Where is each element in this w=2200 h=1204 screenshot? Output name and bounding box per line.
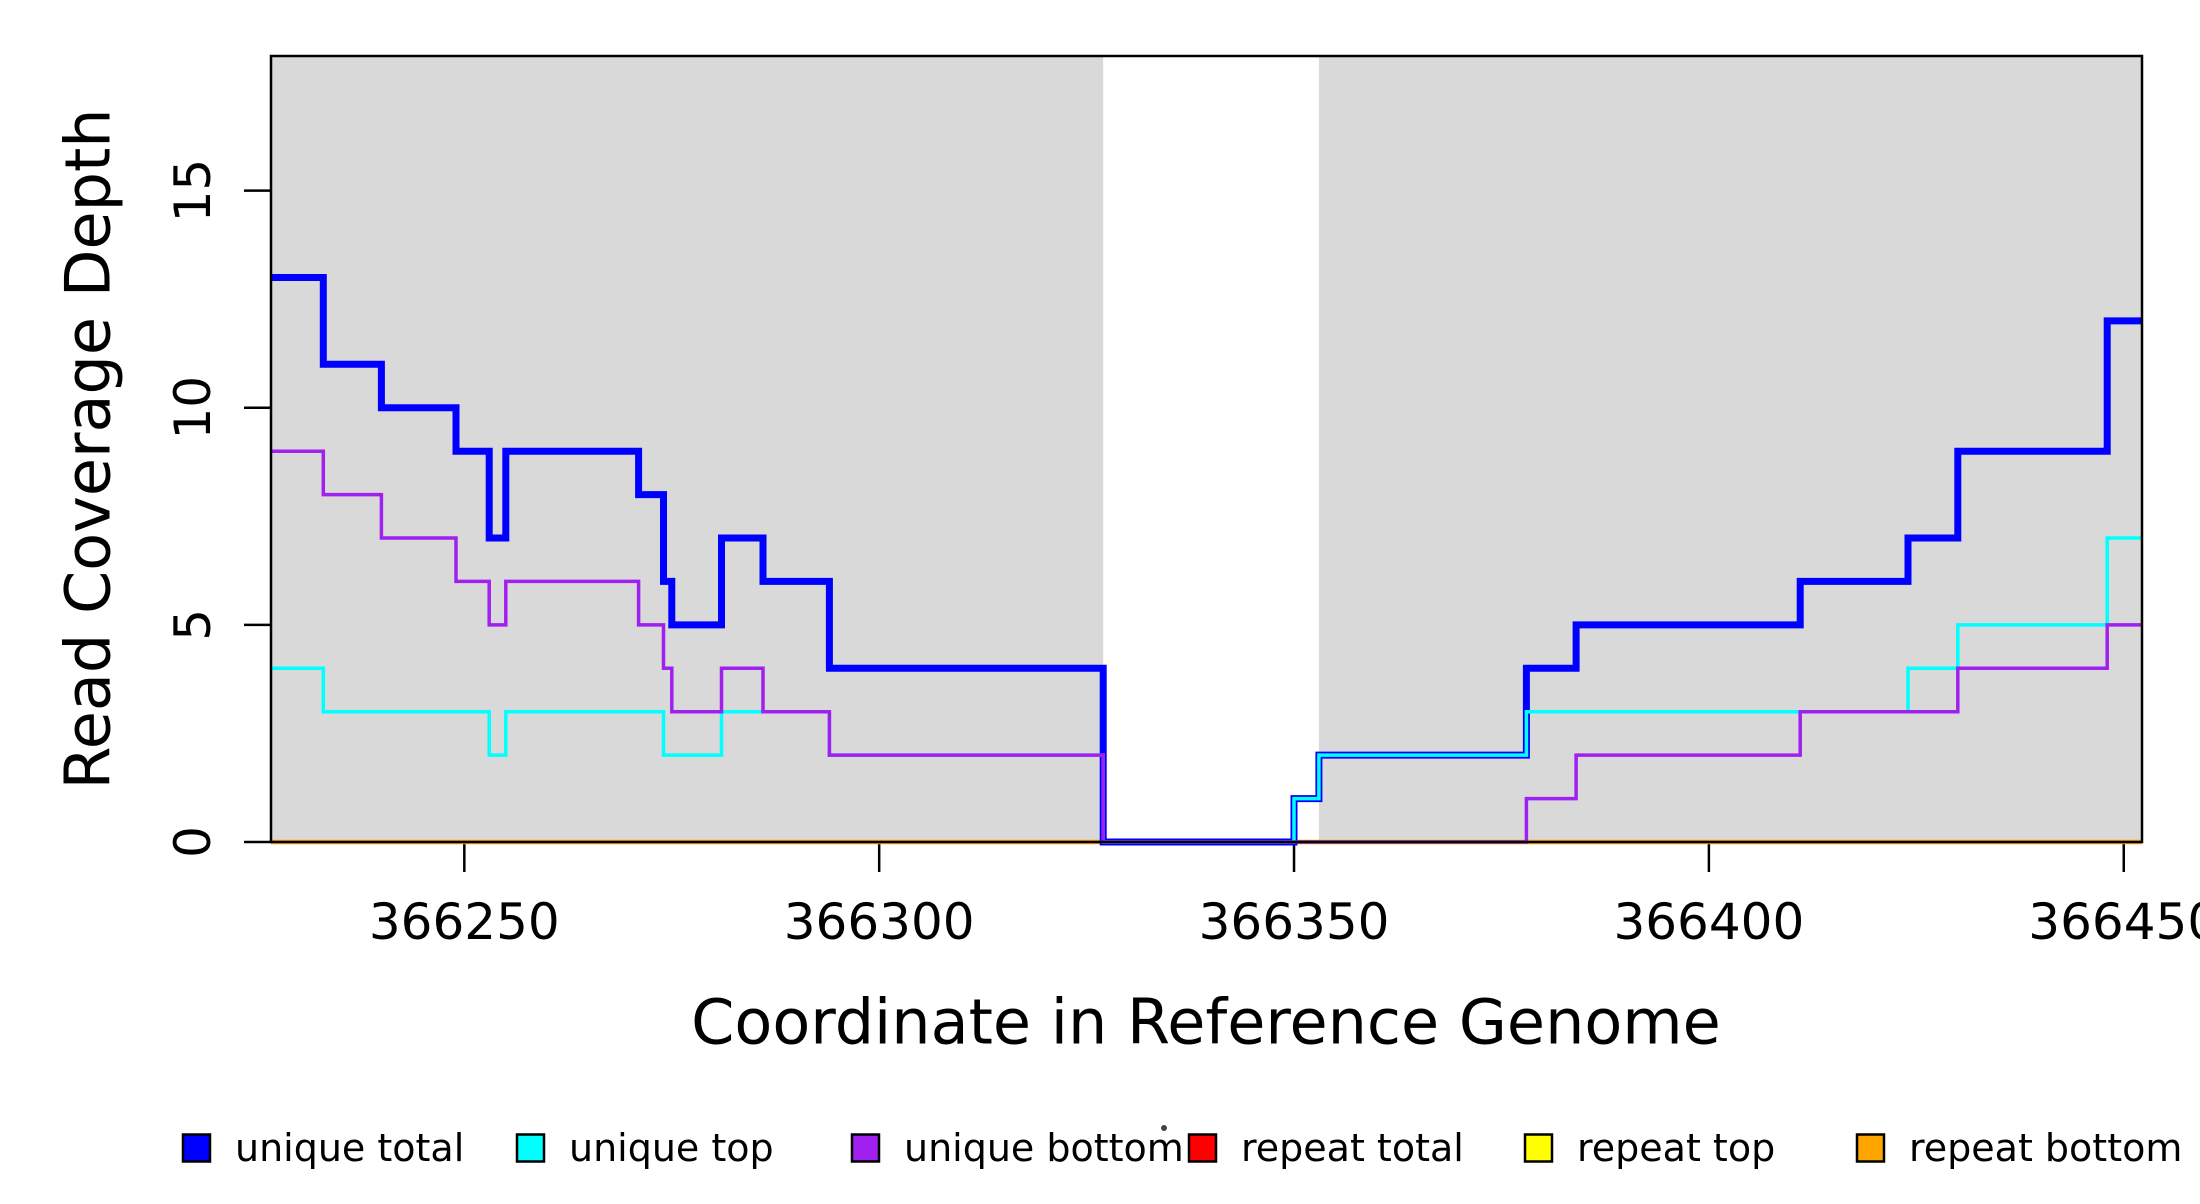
y-tick-label: 10 [164, 376, 222, 440]
legend-label-repeat-top: repeat top [1577, 1126, 1775, 1170]
shaded-region [271, 56, 1104, 842]
x-tick-label: 366400 [1613, 893, 1804, 951]
y-tick-label: 15 [164, 159, 222, 223]
legend-label-repeat-bottom: repeat bottom [1909, 1126, 2182, 1170]
legend-swatch-unique-total [181, 1133, 212, 1163]
legend-label-repeat-total: repeat total [1241, 1126, 1464, 1170]
plot-border [269, 54, 2144, 844]
legend-swatch-unique-top [515, 1133, 546, 1163]
x-tick-label: 366300 [784, 893, 975, 951]
legend-label-unique-top: unique top [569, 1126, 774, 1170]
x-axis-label: Coordinate in Reference Genome [691, 986, 1721, 1059]
y-axis-label: Read Coverage Depth [52, 108, 125, 789]
legend-swatch-repeat-top [1523, 1133, 1554, 1163]
x-tick-label: 366250 [369, 893, 560, 951]
legend-label-unique-bottom: unique bottom [904, 1126, 1184, 1170]
series-unique-bottom [271, 449, 2142, 844]
x-tick-label: 366350 [1199, 893, 1390, 951]
legend-label-unique-total: unique total [235, 1126, 464, 1170]
y-tick-label: 5 [164, 609, 222, 641]
legend-swatch-repeat-total [1187, 1133, 1218, 1163]
y-tick-label: 0 [164, 826, 222, 858]
legend-swatch-repeat-bottom [1855, 1133, 1886, 1163]
stray-mark [1161, 1125, 1167, 1131]
legend-swatch-unique-bottom [850, 1133, 881, 1163]
series-unique-total [271, 274, 2142, 846]
